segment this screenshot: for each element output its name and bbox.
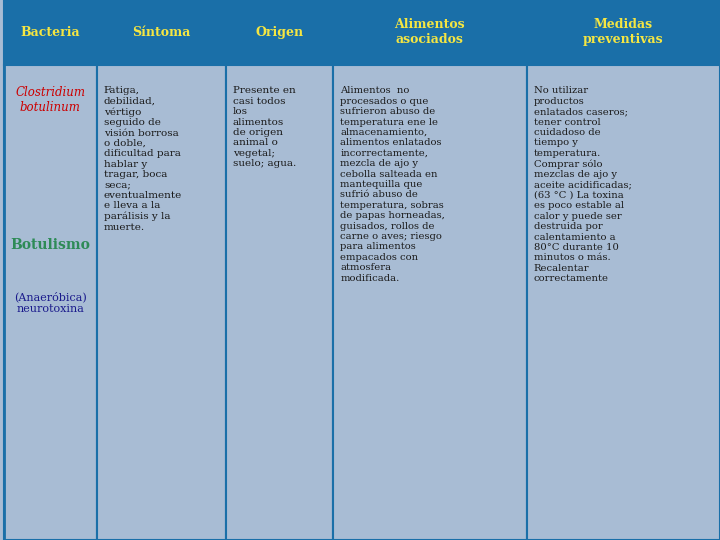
Text: Alimentos  no
procesados o que
sufrieron abuso de
temperatura ene le
almacenamie: Alimentos no procesados o que sufrieron … <box>341 86 445 282</box>
Bar <box>333 65 526 540</box>
Text: Medidas
preventivas: Medidas preventivas <box>583 18 664 46</box>
Bar <box>96 0 226 65</box>
Bar <box>226 65 333 540</box>
Bar <box>526 65 720 540</box>
Text: Fatiga,
debilidad,
vértigo
seguido de
visión borrosa
o doble,
dificultad para
ha: Fatiga, debilidad, vértigo seguido de vi… <box>104 86 182 232</box>
Bar <box>96 65 226 540</box>
Text: Bacteria: Bacteria <box>20 26 80 39</box>
Bar <box>4 65 96 540</box>
Text: Botulismo: Botulismo <box>10 238 90 252</box>
Bar <box>526 0 720 65</box>
Text: Alimentos
asociados: Alimentos asociados <box>395 18 465 46</box>
Text: Origen: Origen <box>256 26 304 39</box>
Text: Síntoma: Síntoma <box>132 26 191 39</box>
Text: Presente en
casi todos
los
alimentos
de origen
animal o
vegetal;
suelo; agua.: Presente en casi todos los alimentos de … <box>233 86 296 168</box>
Bar <box>4 0 96 65</box>
Text: (Anaeróbica)
neurotoxina: (Anaeróbica) neurotoxina <box>14 292 86 314</box>
Text: Clostridium
botulinum: Clostridium botulinum <box>15 86 85 114</box>
Bar <box>226 0 333 65</box>
Text: No utilizar
productos
enlatados caseros;
tener control
cuidadoso de
tiempo y
tem: No utilizar productos enlatados caseros;… <box>534 86 631 283</box>
Bar <box>333 0 526 65</box>
